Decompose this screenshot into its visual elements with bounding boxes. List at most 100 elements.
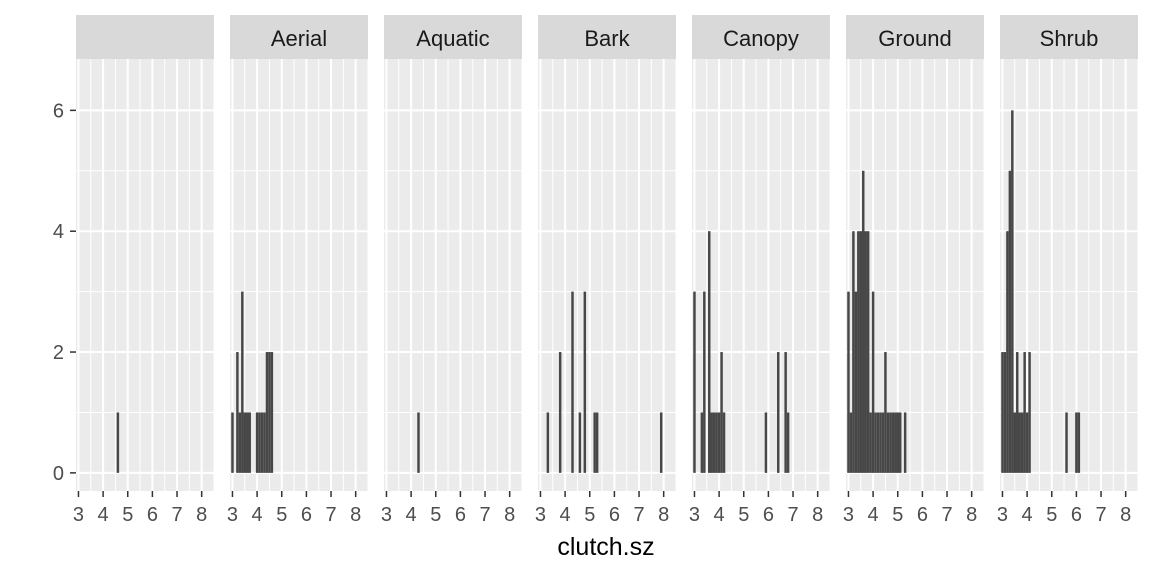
histogram-bar [852,231,855,473]
histogram-bar [894,412,897,473]
facet-strip-label: Canopy [723,26,799,51]
facet-strip-label: Ground [878,26,951,51]
histogram-bar [246,412,249,473]
x-tick-label: 3 [535,504,546,526]
x-tick-label: 6 [609,504,620,526]
facet-panel: Bark 3 4 5 6 7 8 [535,15,677,526]
histogram-bar [1025,412,1029,473]
x-tick-label: 4 [406,504,417,526]
x-tick-label: 7 [633,504,644,526]
histogram-bar [862,170,865,473]
x-tick-label: 6 [763,504,774,526]
histogram-bar [884,352,887,473]
histogram-bar [558,352,562,473]
histogram-bar [116,412,120,473]
y-tick-label: 4 [53,221,64,243]
x-tick-label: 7 [941,504,952,526]
facet-strip-label: Aerial [271,26,327,51]
histogram-bar [1008,170,1012,473]
x-tick-label: 8 [966,504,977,526]
histogram-bar [703,291,706,473]
histogram-bar [777,352,780,473]
histogram-bar [898,412,902,473]
x-tick-label: 5 [892,504,903,526]
histogram-bar [248,412,251,473]
y-tick-label: 2 [53,342,64,364]
y-axis: 0 2 4 6 [53,100,76,485]
x-tick-label: 6 [1071,504,1082,526]
x-tick-label: 4 [714,504,725,526]
histogram-bar [847,291,850,473]
facet-panel: Canopy 3 4 5 6 7 8 [689,15,831,526]
x-tick-label: 4 [868,504,879,526]
x-axis-title: clutch.sz [557,533,654,561]
y-tick-label: 0 [53,463,64,485]
histogram-bar [236,352,239,473]
histogram-bar [717,412,721,473]
histogram-bar [891,412,895,473]
x-tick-label: 3 [227,504,238,526]
histogram-bar [869,412,872,473]
x-tick-label: 5 [430,504,441,526]
x-tick-label: 5 [584,504,595,526]
facet-panel-background [230,59,368,491]
x-tick-label: 8 [196,504,207,526]
x-tick-label: 3 [997,504,1008,526]
histogram-bar [263,412,266,473]
facet-strip [76,15,214,59]
histogram-bar [871,291,875,473]
x-tick-label: 4 [252,504,263,526]
facet-panel-background [538,59,676,491]
histogram-bar [903,412,907,473]
x-tick-label: 5 [122,504,133,526]
facet-panel: Aerial 3 4 5 6 7 8 [227,15,369,526]
x-tick-label: 3 [843,504,854,526]
x-tick-label: 8 [1120,504,1131,526]
histogram-bar [595,412,599,473]
x-tick-label: 5 [738,504,749,526]
x-tick-label: 3 [689,504,700,526]
x-tick-label: 7 [171,504,182,526]
facet-strip-label: Aquatic [416,26,489,51]
facet-strip [384,15,522,59]
histogram-bar [896,412,899,473]
x-tick-label: 4 [560,504,571,526]
histogram-bar [1013,412,1017,473]
facet-panel: Aquatic 3 4 5 6 7 8 [381,15,523,526]
histogram-bar [859,231,863,473]
x-tick-label: 7 [325,504,336,526]
histogram-bar [241,291,244,473]
histogram-bar [571,291,574,473]
histogram-bar [270,352,274,473]
histogram-bar [784,352,787,473]
histogram-bar [854,291,858,473]
x-tick-label: 4 [98,504,109,526]
facet-panel-background [384,59,522,491]
x-tick-label: 6 [147,504,158,526]
facet-strip-label: Bark [584,26,630,51]
x-tick-label: 5 [276,504,287,526]
histogram-bar [546,412,550,473]
facet-strip [230,15,368,59]
histogram-bar [849,412,853,473]
y-tick-label: 6 [53,100,64,122]
histogram-bar [712,412,716,473]
x-tick-label: 7 [787,504,798,526]
histogram-bar [866,231,870,473]
histogram-bar [886,412,890,473]
x-tick-label: 6 [917,504,928,526]
histogram-bar [255,412,259,473]
facet-strip [1000,15,1138,59]
histogram-bar [1018,412,1021,473]
histogram-bar [881,412,885,473]
histogram-bar [876,412,880,473]
histogram-bar [238,412,242,473]
histogram-bar [578,412,582,473]
histogram-bar [1077,412,1081,473]
facet-panel-background [76,59,214,491]
histogram-bar [708,231,711,473]
histogram-bar [1003,352,1007,473]
